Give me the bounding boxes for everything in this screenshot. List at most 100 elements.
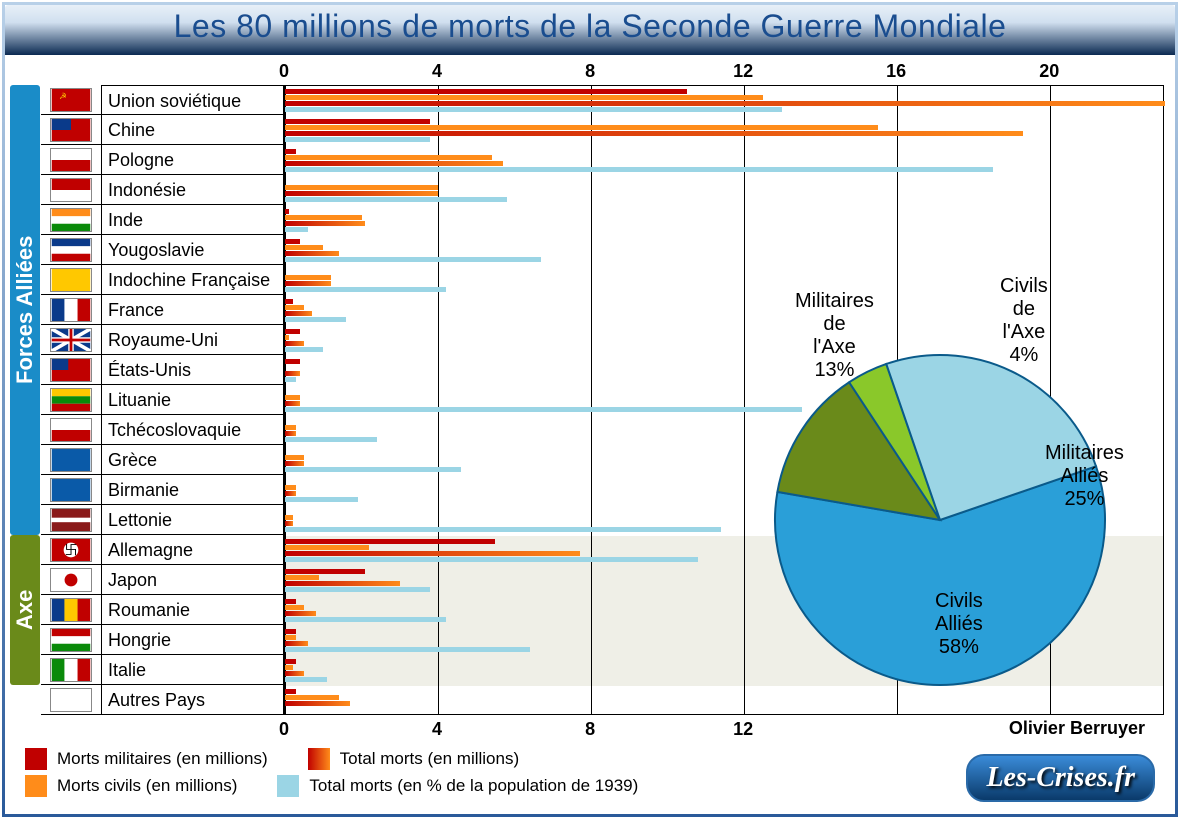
group-label: Forces Alliées <box>10 85 40 535</box>
flag-icon <box>41 385 101 415</box>
flag-icon <box>41 205 101 235</box>
country-label: États-Unis <box>101 355 284 385</box>
bar-pct <box>285 347 323 352</box>
axis-tick-label: 8 <box>585 61 595 82</box>
bar-military <box>285 239 300 244</box>
bar-military <box>285 689 296 694</box>
bar-civil <box>285 695 339 700</box>
bar-pct <box>285 377 296 382</box>
flag-icon <box>41 145 101 175</box>
bar-civil <box>285 485 296 490</box>
bar-civil <box>285 605 304 610</box>
pie-slice-label: Civilsdel'Axe4% <box>1000 275 1048 367</box>
bar-total <box>285 191 438 196</box>
bar-civil <box>285 125 878 130</box>
bar-total <box>285 431 296 436</box>
bar-military <box>285 629 296 634</box>
country-label: Inde <box>101 205 284 235</box>
bar-total <box>285 701 350 706</box>
legend-item: Morts militaires (en millions) <box>25 748 268 770</box>
bar-military <box>285 569 365 574</box>
bar-pct <box>285 197 507 202</box>
pie-chart: CivilsAlliés58% Militairesdel'Axe13% Civil… <box>725 270 1155 690</box>
flag-icon <box>41 625 101 655</box>
country-label: Lituanie <box>101 385 284 415</box>
axis-tick-label: 4 <box>432 719 442 740</box>
bar-pct <box>285 527 721 532</box>
bar-pct <box>285 647 530 652</box>
bar-total <box>285 641 308 646</box>
bar-civil <box>285 185 438 190</box>
axis-tick-label: 0 <box>279 61 289 82</box>
chart-content: 048121620 Forces AlliéesAxe ☭卐 Union sov… <box>5 55 1175 814</box>
bar-civil <box>285 335 289 340</box>
bar-pct <box>285 467 461 472</box>
country-label: Indonésie <box>101 175 284 205</box>
country-label: Indochine Française <box>101 265 284 295</box>
bar-total <box>285 551 580 556</box>
legend-swatch <box>277 775 299 797</box>
site-logo: Les-Crises.fr <box>966 754 1155 802</box>
bar-pct <box>285 137 430 142</box>
bar-pct <box>285 587 430 592</box>
bar-total <box>285 311 312 316</box>
group-label: Axe <box>10 535 40 685</box>
axis-tick-label: 4 <box>432 61 442 82</box>
flag-icon <box>41 175 101 205</box>
country-label: Yougoslavie <box>101 235 284 265</box>
country-label: Union soviétique <box>101 85 284 115</box>
country-label: Japon <box>101 565 284 595</box>
legend-swatch <box>25 748 47 770</box>
bar-civil <box>285 455 304 460</box>
bar-pct <box>285 167 993 172</box>
bar-military <box>285 359 300 364</box>
legend-label: Morts civils (en millions) <box>57 776 237 796</box>
bar-military <box>285 209 289 214</box>
axis-tick-label: 12 <box>733 719 753 740</box>
bar-pct <box>285 557 698 562</box>
flag-icon <box>41 655 101 685</box>
bar-pct <box>285 497 358 502</box>
pie-slice-label: CivilsAlliés58% <box>935 590 983 659</box>
bar-total <box>285 371 300 376</box>
chart-frame: Les 80 millions de morts de la Seconde G… <box>2 2 1178 817</box>
bar-total <box>285 341 304 346</box>
bar-military <box>285 149 296 154</box>
bar-civil <box>285 305 304 310</box>
country-label: Royaume-Uni <box>101 325 284 355</box>
legend-label: Morts militaires (en millions) <box>57 749 268 769</box>
legend: Morts militaires (en millions) Total mort… <box>25 748 678 802</box>
country-label: Birmanie <box>101 475 284 505</box>
flag-icon <box>41 565 101 595</box>
bar-row <box>285 146 1163 176</box>
pie-slice-label: Militairesdel'Axe13% <box>795 290 874 382</box>
legend-label: Total morts (en millions) <box>340 749 520 769</box>
flag-icon <box>41 295 101 325</box>
bar-total <box>285 521 293 526</box>
country-column: Union soviétiqueChinePologneIndonésieInd… <box>101 85 284 715</box>
bar-total <box>285 581 400 586</box>
flag-icon <box>41 265 101 295</box>
axis-tick-label: 20 <box>1039 61 1059 82</box>
bar-civil <box>285 635 296 640</box>
bar-civil <box>285 155 492 160</box>
bar-civil <box>285 515 293 520</box>
bar-row <box>285 86 1163 116</box>
country-label: Lettonie <box>101 505 284 535</box>
bar-row <box>285 206 1163 236</box>
bar-military <box>285 119 430 124</box>
bar-total <box>285 491 296 496</box>
country-label: Tchécoslovaquie <box>101 415 284 445</box>
bar-row <box>285 236 1163 266</box>
bar-civil <box>285 245 323 250</box>
country-label: Chine <box>101 115 284 145</box>
bar-total <box>285 251 339 256</box>
bar-civil <box>285 275 331 280</box>
axis-tick-label: 16 <box>886 61 906 82</box>
bar-pct <box>285 287 446 292</box>
bar-pct <box>285 227 308 232</box>
bar-civil <box>285 575 319 580</box>
flag-icon <box>41 115 101 145</box>
legend-swatch <box>25 775 47 797</box>
flag-icon <box>41 235 101 265</box>
